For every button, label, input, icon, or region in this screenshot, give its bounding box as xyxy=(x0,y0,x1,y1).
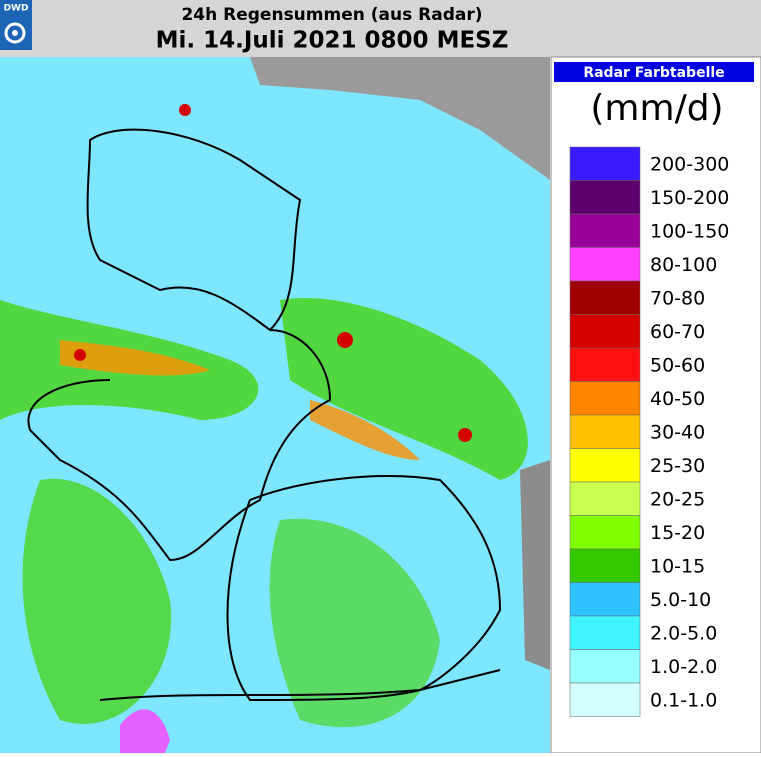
legend-swatch xyxy=(569,347,641,382)
legend-swatch xyxy=(569,448,641,483)
legend-swatch xyxy=(569,548,641,583)
header-bg xyxy=(0,0,761,57)
legend-label: 10-15 xyxy=(650,555,705,577)
legend-label: 40-50 xyxy=(650,388,705,410)
borders xyxy=(226,475,502,702)
heavy-rain xyxy=(337,332,353,348)
legend-label: 2.0-5.0 xyxy=(650,622,717,644)
heavy-rain xyxy=(179,104,191,116)
title: 24h Regensummen (aus Radar) xyxy=(181,5,482,25)
legend-swatch xyxy=(569,381,641,416)
legend-swatch xyxy=(569,180,641,215)
legend-label: 15-20 xyxy=(650,522,705,544)
legend-label: 1.0-2.0 xyxy=(650,656,717,678)
heavy-rain xyxy=(60,340,210,376)
legend-label: 0.1-1.0 xyxy=(650,689,717,711)
legend-swatch xyxy=(569,649,641,684)
rain-band xyxy=(269,518,440,728)
legend-label: 5.0-10 xyxy=(650,589,711,611)
legend-swatch xyxy=(569,280,641,315)
legend-label: 70-80 xyxy=(650,287,705,309)
legend-swatch xyxy=(569,515,641,550)
legend-swatch xyxy=(569,213,641,248)
legend-label: 150-200 xyxy=(650,187,729,209)
logo-dot xyxy=(12,30,18,36)
subtitle: Mi. 14.Juli 2021 0800 MESZ xyxy=(156,28,509,54)
legend-swatch xyxy=(569,481,641,516)
legend-label: 25-30 xyxy=(650,455,705,477)
legend-swatch xyxy=(569,146,641,181)
legend-swatch xyxy=(569,247,641,282)
legend-label: 20-25 xyxy=(650,488,705,510)
legend-swatch xyxy=(569,582,641,617)
borders xyxy=(99,669,501,701)
heavy-rain xyxy=(74,349,86,361)
legend-swatch xyxy=(569,414,641,449)
legend-swatch xyxy=(569,615,641,650)
borders xyxy=(27,128,332,562)
legend-label: 80-100 xyxy=(650,254,717,276)
outside-area xyxy=(520,460,550,670)
logo-swirl xyxy=(4,22,26,44)
legend-swatch xyxy=(569,682,641,717)
legend-swatch xyxy=(569,314,641,349)
heavy-rain xyxy=(310,400,420,460)
legend-title: Radar Farbtabelle xyxy=(583,65,724,81)
logo-text: DWD xyxy=(4,4,29,14)
heavy-rain xyxy=(120,709,170,753)
legend-label: 60-70 xyxy=(650,321,705,343)
legend-title-bar xyxy=(554,62,754,82)
rain-band xyxy=(22,478,172,724)
legend-label: 200-300 xyxy=(650,153,729,175)
radar-map xyxy=(0,57,550,753)
legend-label: 50-60 xyxy=(650,354,705,376)
legend-label: 30-40 xyxy=(650,421,705,443)
sea-area xyxy=(250,57,550,180)
legend-unit: (mm/d) xyxy=(590,88,723,129)
legend-items: 200-300 150-200 100-150 80-100 70-80 60-70 50-… xyxy=(569,146,729,717)
heavy-rain xyxy=(458,428,472,442)
legend-label: 100-150 xyxy=(650,220,729,242)
